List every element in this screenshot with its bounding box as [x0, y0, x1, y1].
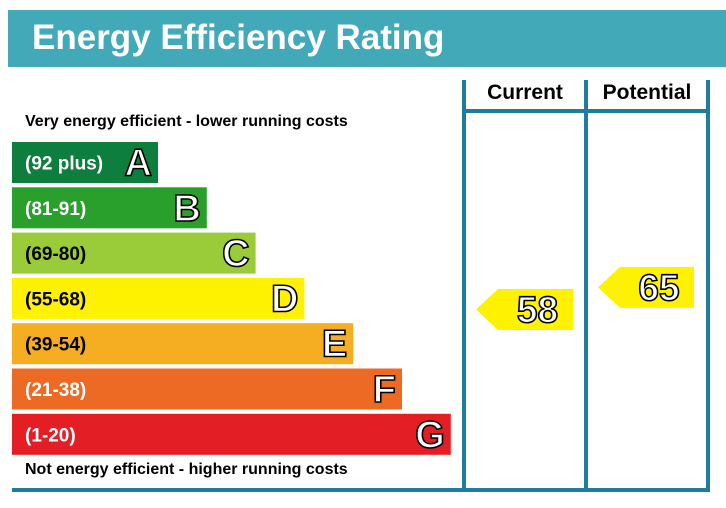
page-title: Energy Efficiency Rating	[32, 18, 445, 57]
band-range-g: (1-20)	[25, 425, 76, 446]
band-letter-d: D	[271, 278, 298, 320]
band-range-c: (69-80)	[25, 244, 86, 265]
band-letter-c: C	[222, 233, 249, 275]
band-bar-e	[12, 323, 354, 365]
band-range-a: (92 plus)	[25, 154, 103, 175]
band-bar-f	[12, 368, 402, 410]
band-bar-g	[12, 413, 451, 455]
band-letter-b: B	[173, 188, 200, 230]
band-range-e: (39-54)	[25, 335, 86, 356]
band-letter-g: G	[415, 414, 445, 456]
band-bar-c	[12, 232, 256, 274]
band-range-f: (21-38)	[25, 380, 86, 401]
bottom-note: Not energy efficient - higher running co…	[25, 461, 348, 478]
top-note: Very energy efficient - lower running co…	[25, 113, 348, 130]
band-bar-a	[12, 142, 158, 183]
band-range-b: (81-91)	[25, 199, 86, 220]
band-letter-f: F	[373, 369, 396, 411]
arrow-value-current: 58	[517, 289, 558, 330]
band-range-d: (55-68)	[25, 289, 86, 310]
band-bar-b	[12, 187, 207, 229]
arrow-value-potential: 65	[638, 267, 679, 308]
arrow-potential	[598, 266, 694, 308]
column-header-potential: Potential	[602, 81, 692, 104]
column-header-current: Current	[487, 81, 563, 104]
arrow-current	[476, 288, 573, 330]
title-banner: Energy Efficiency Rating	[8, 10, 726, 67]
band-bar-d	[12, 277, 305, 319]
band-letter-e: E	[322, 324, 347, 366]
band-letter-a: A	[125, 143, 152, 185]
